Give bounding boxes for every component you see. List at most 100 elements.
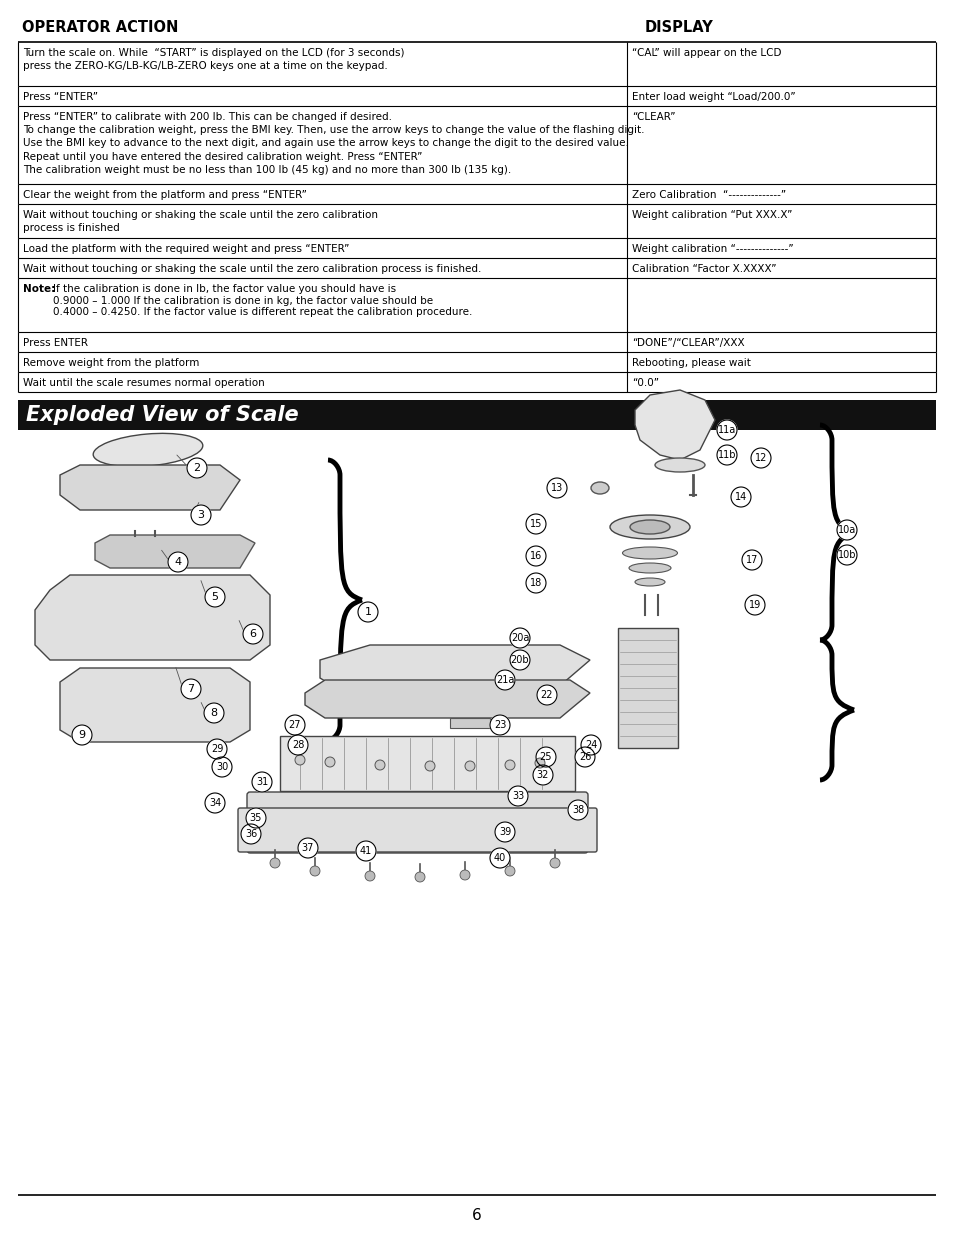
Text: 11b: 11b bbox=[717, 450, 736, 459]
Text: 5: 5 bbox=[212, 592, 218, 601]
Text: 22: 22 bbox=[540, 690, 553, 700]
Ellipse shape bbox=[622, 547, 677, 559]
Circle shape bbox=[310, 866, 319, 876]
Circle shape bbox=[243, 624, 263, 643]
Text: 11a: 11a bbox=[717, 425, 736, 435]
Text: 33: 33 bbox=[512, 790, 523, 802]
Polygon shape bbox=[635, 390, 714, 459]
Text: “0.0”: “0.0” bbox=[631, 378, 659, 388]
Circle shape bbox=[535, 758, 544, 768]
Circle shape bbox=[490, 715, 510, 735]
Circle shape bbox=[533, 764, 553, 785]
Circle shape bbox=[204, 703, 224, 722]
Circle shape bbox=[546, 478, 566, 498]
Ellipse shape bbox=[609, 515, 689, 538]
FancyBboxPatch shape bbox=[247, 792, 587, 853]
Text: 20a: 20a bbox=[510, 634, 529, 643]
Circle shape bbox=[717, 420, 737, 440]
Circle shape bbox=[187, 458, 207, 478]
Text: 37: 37 bbox=[301, 844, 314, 853]
Text: 13: 13 bbox=[550, 483, 562, 493]
Text: 26: 26 bbox=[578, 752, 591, 762]
Circle shape bbox=[246, 808, 266, 827]
Circle shape bbox=[507, 785, 527, 806]
Text: Wait without touching or shaking the scale until the zero calibration
process is: Wait without touching or shaking the sca… bbox=[23, 210, 377, 233]
Circle shape bbox=[415, 872, 424, 882]
Text: Zero Calibration  “--------------”: Zero Calibration “--------------” bbox=[631, 190, 785, 200]
Circle shape bbox=[459, 869, 470, 881]
Polygon shape bbox=[305, 680, 589, 718]
Circle shape bbox=[375, 760, 385, 769]
Text: 38: 38 bbox=[571, 805, 583, 815]
Circle shape bbox=[836, 545, 856, 564]
Text: 36: 36 bbox=[245, 829, 257, 839]
Ellipse shape bbox=[628, 563, 670, 573]
Circle shape bbox=[288, 735, 308, 755]
Text: Turn the scale on. While  “START” is displayed on the LCD (for 3 seconds)
press : Turn the scale on. While “START” is disp… bbox=[23, 48, 404, 72]
Text: 7: 7 bbox=[187, 684, 194, 694]
Text: Weight calibration “Put XXX.X”: Weight calibration “Put XXX.X” bbox=[631, 210, 792, 220]
Circle shape bbox=[504, 866, 515, 876]
Text: 10b: 10b bbox=[837, 550, 856, 559]
Circle shape bbox=[205, 793, 225, 813]
Text: 10a: 10a bbox=[837, 525, 855, 535]
Text: 3: 3 bbox=[197, 510, 204, 520]
Circle shape bbox=[294, 755, 305, 764]
Bar bbox=[280, 736, 575, 790]
Ellipse shape bbox=[590, 482, 608, 494]
Circle shape bbox=[510, 650, 530, 671]
Text: Press ENTER: Press ENTER bbox=[23, 338, 88, 348]
Text: 35: 35 bbox=[250, 813, 262, 823]
Circle shape bbox=[181, 679, 201, 699]
Circle shape bbox=[241, 824, 261, 844]
Circle shape bbox=[205, 587, 225, 606]
Text: 8: 8 bbox=[211, 708, 217, 718]
Text: 34: 34 bbox=[209, 798, 221, 808]
Text: DISPLAY: DISPLAY bbox=[644, 20, 713, 35]
Circle shape bbox=[550, 858, 559, 868]
Circle shape bbox=[836, 520, 856, 540]
Text: 25: 25 bbox=[539, 752, 552, 762]
Text: 2: 2 bbox=[193, 463, 200, 473]
Text: 18: 18 bbox=[529, 578, 541, 588]
Text: 16: 16 bbox=[529, 551, 541, 561]
Text: 17: 17 bbox=[745, 555, 758, 564]
Circle shape bbox=[325, 757, 335, 767]
Circle shape bbox=[168, 552, 188, 572]
Text: 14: 14 bbox=[734, 492, 746, 501]
Text: Clear the weight from the platform and press “ENTER”: Clear the weight from the platform and p… bbox=[23, 190, 307, 200]
Text: Weight calibration “--------------”: Weight calibration “--------------” bbox=[631, 245, 793, 254]
Text: 23: 23 bbox=[494, 720, 506, 730]
Text: “CAL” will appear on the LCD: “CAL” will appear on the LCD bbox=[631, 48, 781, 58]
Text: 27: 27 bbox=[289, 720, 301, 730]
Text: 29: 29 bbox=[211, 743, 223, 755]
Circle shape bbox=[490, 848, 510, 868]
Text: Load the platform with the required weight and press “ENTER”: Load the platform with the required weig… bbox=[23, 245, 349, 254]
Ellipse shape bbox=[629, 520, 669, 534]
Bar bbox=[18, 400, 935, 430]
Text: 1: 1 bbox=[364, 606, 371, 618]
Circle shape bbox=[191, 505, 211, 525]
Text: If the calibration is done in lb, the factor value you should have is
0.9000 – 1: If the calibration is done in lb, the fa… bbox=[53, 284, 472, 317]
Text: Enter load weight “Load/200.0”: Enter load weight “Load/200.0” bbox=[631, 91, 795, 103]
Circle shape bbox=[525, 546, 545, 566]
Circle shape bbox=[730, 487, 750, 508]
Circle shape bbox=[252, 772, 272, 792]
Polygon shape bbox=[95, 535, 254, 568]
Text: 41: 41 bbox=[359, 846, 372, 856]
Circle shape bbox=[464, 761, 475, 771]
Circle shape bbox=[536, 747, 556, 767]
Bar bbox=[618, 629, 678, 748]
Circle shape bbox=[357, 601, 377, 622]
Text: 15: 15 bbox=[529, 519, 541, 529]
Text: 12: 12 bbox=[754, 453, 766, 463]
Text: 4: 4 bbox=[174, 557, 181, 567]
Text: 19: 19 bbox=[748, 600, 760, 610]
Circle shape bbox=[297, 839, 317, 858]
Text: 28: 28 bbox=[292, 740, 304, 750]
Circle shape bbox=[212, 757, 232, 777]
Circle shape bbox=[424, 761, 435, 771]
Circle shape bbox=[580, 735, 600, 755]
Ellipse shape bbox=[655, 458, 704, 472]
Text: 20b: 20b bbox=[510, 655, 529, 664]
